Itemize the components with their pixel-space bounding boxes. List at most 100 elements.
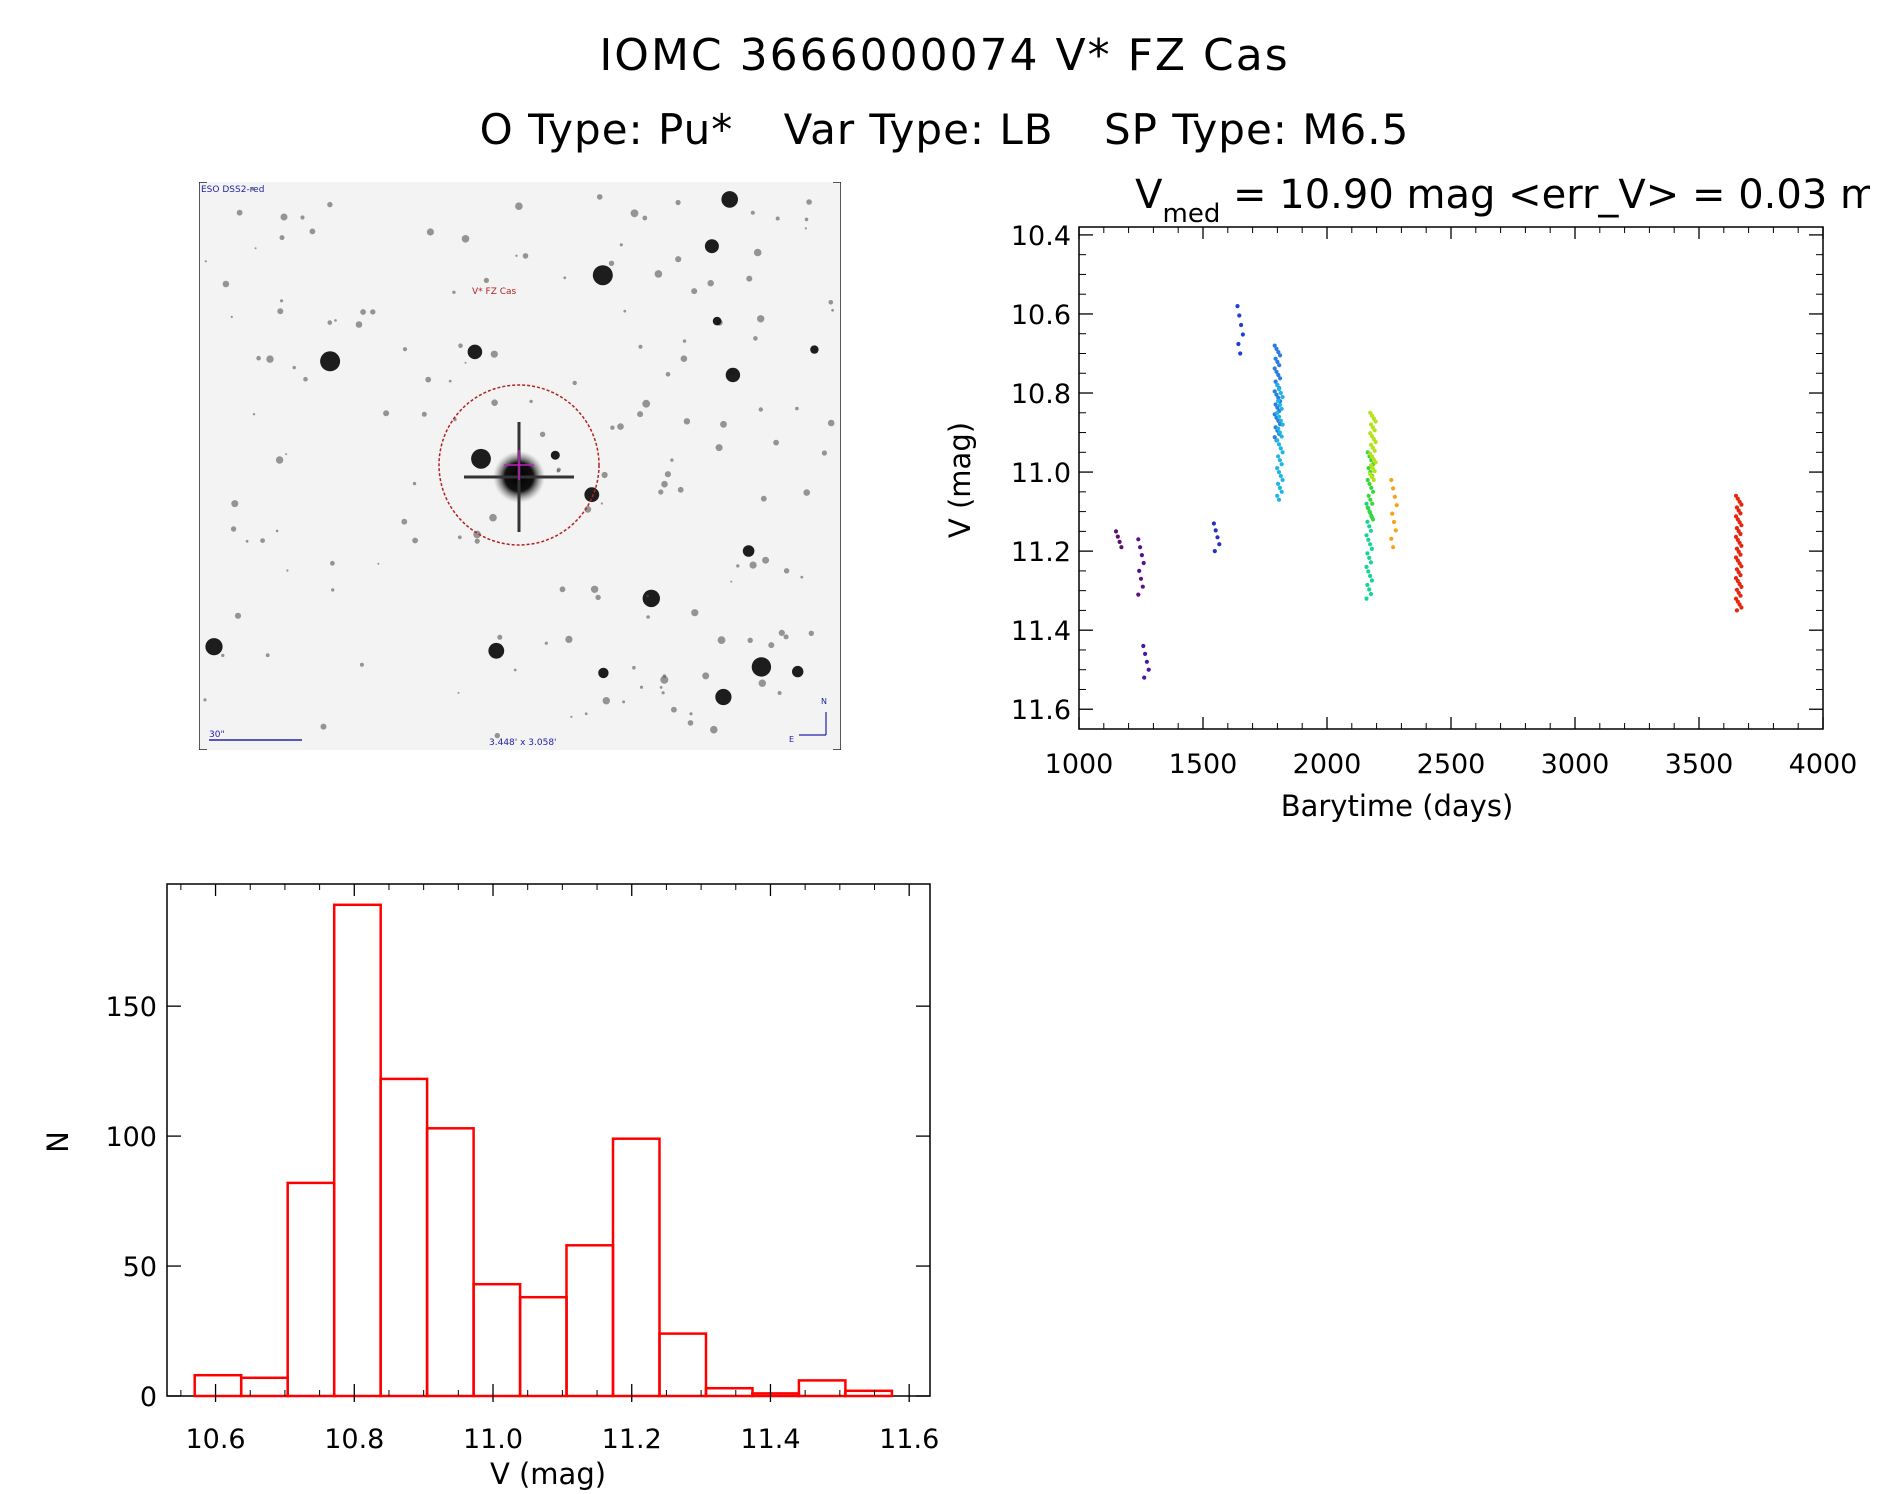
data-point: [1276, 470, 1282, 475]
star: [746, 275, 753, 282]
star: [758, 407, 763, 412]
star: [303, 376, 308, 382]
star: [707, 280, 714, 287]
star: [664, 471, 671, 478]
data-point: [1278, 473, 1283, 479]
data-point: [1278, 353, 1283, 358]
histogram-bar: [425, 1127, 475, 1398]
star: [736, 564, 740, 568]
data-point: [1272, 343, 1277, 348]
star: [717, 636, 726, 644]
star: [687, 720, 694, 726]
star: [753, 336, 758, 341]
star: [601, 471, 608, 479]
data-point: [1278, 418, 1283, 423]
data-point: [1278, 376, 1283, 381]
star: [725, 367, 741, 383]
star: [334, 319, 337, 322]
star: [254, 247, 257, 250]
target-star: [464, 422, 574, 532]
star: [637, 411, 644, 418]
star: [256, 355, 261, 361]
data-point: [1391, 519, 1397, 525]
star: [622, 700, 626, 704]
data-point: [1738, 552, 1743, 557]
star: [474, 538, 480, 544]
star: [556, 467, 561, 472]
y-tick-label: 11.4: [1011, 616, 1071, 647]
star: [529, 399, 533, 404]
star: [300, 215, 305, 220]
star: [251, 187, 255, 191]
x-tick-label: 3000: [1541, 749, 1610, 780]
data-point: [1277, 363, 1282, 368]
data-point: [1274, 346, 1279, 351]
star: [383, 410, 390, 417]
star: [279, 235, 285, 241]
histogram-bar: [379, 1077, 429, 1398]
data-point: [1367, 509, 1372, 514]
star: [665, 372, 671, 377]
data-point: [1275, 438, 1280, 443]
star: [285, 453, 288, 456]
data-point: [1368, 560, 1374, 565]
star: [661, 691, 665, 695]
data-point: [1371, 477, 1376, 483]
chart-title-line2: O Type: Pu* Var Type: LB SP Type: M6.5: [0, 105, 1889, 154]
data-point: [1237, 313, 1242, 318]
data-point: [1373, 439, 1378, 445]
data-point: [1738, 593, 1743, 598]
data-point: [1366, 466, 1371, 471]
data-point: [1368, 497, 1373, 502]
star: [750, 210, 755, 215]
data-point: [1366, 569, 1371, 574]
y-tick-label: 10.4: [1011, 221, 1071, 252]
histogram-bar: [751, 1392, 801, 1398]
star: [370, 309, 376, 315]
star: [749, 561, 757, 569]
y-tick-label: 150: [105, 992, 157, 1023]
star: [448, 379, 452, 383]
star: [539, 431, 546, 437]
star: [412, 537, 418, 544]
data-point: [1278, 446, 1283, 451]
data-point: [1369, 578, 1374, 583]
star: [702, 672, 710, 680]
data-point: [1113, 529, 1119, 534]
star: [675, 199, 681, 206]
data-point: [1275, 383, 1280, 388]
star: [712, 316, 722, 326]
histogram-bar: [844, 1389, 894, 1398]
y-tick-label: 10.8: [1011, 379, 1071, 410]
star: [783, 568, 790, 574]
star: [203, 698, 207, 702]
star: [757, 315, 765, 323]
data-point: [1392, 494, 1397, 499]
star: [471, 448, 491, 469]
star: [680, 355, 688, 362]
data-point: [1140, 584, 1145, 589]
data-point: [1276, 387, 1282, 392]
star: [245, 539, 249, 543]
target-label: V* FZ Cas: [472, 287, 517, 297]
sp-type-label: SP Type: M6.5: [1103, 105, 1410, 154]
star: [777, 691, 782, 695]
star: [252, 413, 256, 416]
star: [515, 254, 518, 257]
star: [730, 580, 733, 583]
star: [421, 411, 427, 417]
data-point: [1369, 546, 1374, 551]
star: [762, 556, 770, 564]
star: [661, 480, 668, 488]
data-point: [1137, 568, 1142, 573]
histogram-bar: [658, 1332, 708, 1398]
star: [600, 502, 603, 505]
data-point: [1370, 501, 1375, 506]
data-point: [1390, 511, 1395, 516]
background-stars: [203, 187, 835, 739]
data-point: [1279, 462, 1284, 467]
star: [596, 194, 603, 200]
title-med: med: [1163, 199, 1221, 229]
data-point: [1739, 584, 1744, 589]
data-point: [1280, 422, 1285, 427]
